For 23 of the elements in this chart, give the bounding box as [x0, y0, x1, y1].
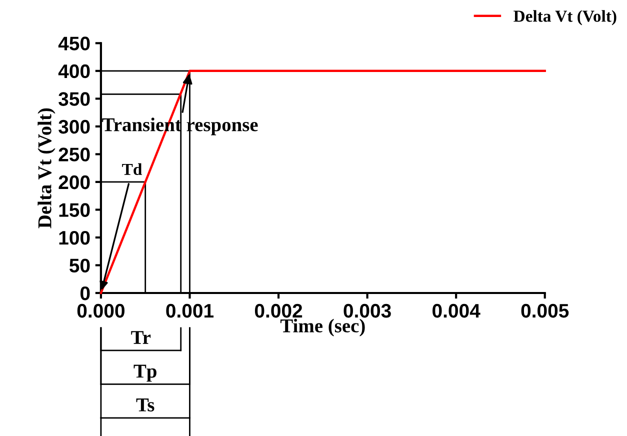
- y-tick-label: 300: [58, 120, 90, 134]
- text: Ts: [136, 398, 154, 412]
- y-tick-label: 400: [58, 64, 90, 78]
- y-tick-label: 200: [58, 175, 90, 190]
- annotation: Td: [122, 163, 142, 176]
- x-tick-label: 0.004: [432, 304, 480, 318]
- y-tick-label: 450: [58, 36, 90, 50]
- x-tick-label: 0.003: [344, 304, 391, 318]
- y-tick-label: 100: [59, 230, 90, 245]
- legend-label: Delta Vt (Volt): [514, 10, 616, 26]
- x-axis-title: Time (sec): [280, 318, 365, 336]
- y-axis-title: Delta Vt (Volt): [38, 108, 56, 228]
- x-tick-label: 0.002: [254, 304, 302, 318]
- x-tick-label: 0.000: [77, 304, 124, 318]
- text: Tp: [134, 364, 156, 382]
- x-tick-label: 0.005: [521, 304, 569, 318]
- y-tick-label: 250: [58, 148, 90, 162]
- y-tick-label: 50: [70, 258, 90, 272]
- x-tick-label: 0.001: [166, 304, 214, 318]
- text: Tr: [131, 331, 151, 344]
- y-tick-label: 150: [59, 203, 90, 217]
- y-tick-label: 350: [58, 92, 90, 106]
- y-tick-label: 0: [80, 286, 90, 300]
